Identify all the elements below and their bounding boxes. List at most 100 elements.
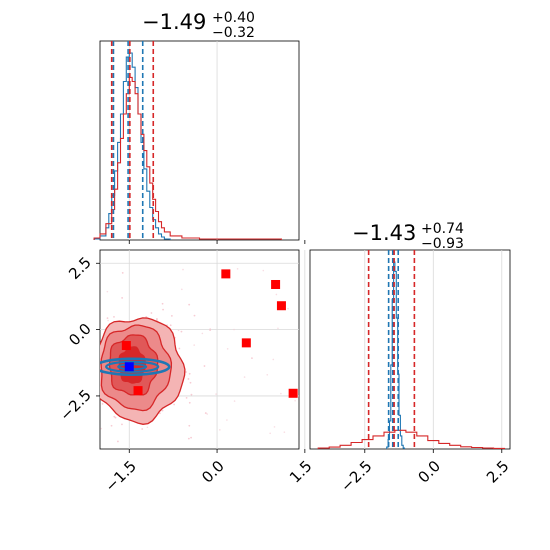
marker-blue-square	[124, 362, 134, 372]
marker-red-square-2	[133, 386, 143, 396]
sample-point	[161, 409, 164, 412]
marker-red-square-6	[276, 301, 286, 311]
sample-point-sparse	[106, 290, 109, 293]
sample-point-sparse	[181, 288, 183, 291]
sample-point	[110, 424, 113, 427]
gridlines-param-2	[364, 250, 503, 449]
tick-label-joint-x-2: 1.5	[286, 457, 316, 487]
sample-point	[95, 365, 97, 367]
sample-point-sparse	[233, 400, 236, 402]
sample-point-sparse	[280, 392, 282, 395]
sample-point-sparse	[193, 344, 196, 346]
sample-point-sparse	[283, 431, 286, 433]
sample-point	[203, 365, 206, 367]
ticks-param-2: −2.5 0.0 2.5	[337, 449, 513, 496]
title-param-2-upper-error: +0.74	[421, 221, 464, 237]
sample-point	[190, 436, 192, 439]
contour-blue-middle	[105, 360, 160, 373]
marker-red-square-7	[288, 388, 298, 398]
sample-point	[58, 471, 60, 473]
sample-point-sparse	[273, 426, 276, 428]
sample-point-sparse	[215, 393, 217, 395]
sample-point	[82, 413, 84, 415]
title-param-2-value: −1.43	[352, 221, 416, 245]
sample-point-sparse	[226, 348, 229, 350]
sample-point	[193, 314, 196, 317]
sample-point	[156, 317, 158, 320]
sample-point-sparse	[266, 373, 269, 376]
joint-contour-content	[58, 268, 298, 473]
title-param-2: −1.43 +0.74 −0.93	[352, 221, 464, 252]
marker-red-square-3	[221, 269, 231, 279]
sample-point	[188, 401, 191, 404]
sample-point	[121, 297, 124, 299]
sample-point	[190, 393, 193, 396]
quantile-lines-param-2	[367, 250, 416, 449]
sample-point	[71, 389, 73, 391]
title-param-1-upper-error: +0.40	[212, 10, 255, 26]
sample-point-sparse	[177, 329, 180, 332]
tick-label-joint-y-0: 2.5	[65, 253, 95, 283]
tick-label-joint-y-2: −2.5	[56, 386, 94, 424]
title-param-1: −1.49 +0.40 −0.32	[142, 10, 255, 41]
marginal-histogram-param-2: −2.5 0.0 2.5	[309, 249, 513, 496]
sample-point	[161, 302, 164, 305]
tick-label-joint-x-1: 0.0	[198, 457, 228, 487]
joint-contour-panel: −1.5 0.0 1.5 2.5 0.0 −2.5	[56, 249, 316, 496]
sample-point-sparse	[236, 268, 239, 270]
sample-point-sparse	[233, 328, 235, 331]
sample-point	[114, 416, 117, 419]
sample-point-sparse	[146, 426, 149, 429]
sample-point	[209, 329, 212, 332]
sample-point-sparse	[287, 307, 289, 310]
sample-point	[113, 315, 115, 318]
histogram-series-0	[386, 261, 406, 449]
ticks-param-1	[128, 240, 306, 244]
sample-point-sparse	[209, 328, 211, 330]
sample-point	[187, 378, 190, 380]
sample-point-sparse	[219, 429, 221, 431]
histogram-lines-param-1	[93, 52, 282, 240]
sample-point	[159, 412, 161, 415]
sample-point	[185, 371, 187, 373]
sample-point-sparse	[100, 427, 103, 430]
tick-label-param-2-x-0: −2.5	[337, 457, 375, 495]
sample-point-sparse	[107, 319, 109, 322]
sample-point-sparse	[206, 413, 209, 415]
sample-point-sparse	[262, 269, 265, 272]
sample-point-sparse	[275, 293, 278, 296]
sample-point	[189, 381, 192, 384]
sample-point	[141, 428, 144, 430]
marker-red-square-5	[271, 279, 281, 289]
sample-point	[251, 357, 253, 360]
sample-point	[169, 324, 172, 327]
sample-point	[185, 396, 188, 399]
title-param-2-lower-error: −0.93	[421, 236, 464, 252]
histogram-lines-param-2	[317, 261, 506, 449]
title-param-1-lower-error: −0.32	[212, 25, 255, 41]
histogram-series-1	[93, 76, 282, 240]
sample-point	[106, 317, 109, 320]
sample-point	[170, 314, 173, 317]
axes-frame-param-2	[309, 249, 511, 450]
sample-point-sparse	[201, 332, 204, 335]
sample-point	[180, 330, 183, 333]
axes-frame-param-1	[99, 40, 300, 241]
sample-point	[121, 423, 123, 426]
sample-point	[178, 347, 181, 350]
marker-red-square-0	[90, 345, 99, 354]
sample-point	[101, 402, 104, 405]
sample-point-sparse	[182, 268, 184, 271]
tick-label-param-2-x-2: 2.5	[483, 457, 513, 487]
marginal-histogram-param-1	[93, 40, 306, 244]
sample-point	[173, 403, 176, 406]
sample-point-sparse	[294, 399, 296, 402]
sample-point	[162, 308, 164, 311]
sample-point-sparse	[272, 358, 275, 361]
sample-point	[77, 283, 79, 285]
sample-point	[204, 412, 207, 414]
sample-point	[113, 415, 116, 418]
tick-label-joint-y-1: 0.0	[65, 320, 95, 350]
sample-point	[187, 437, 190, 440]
